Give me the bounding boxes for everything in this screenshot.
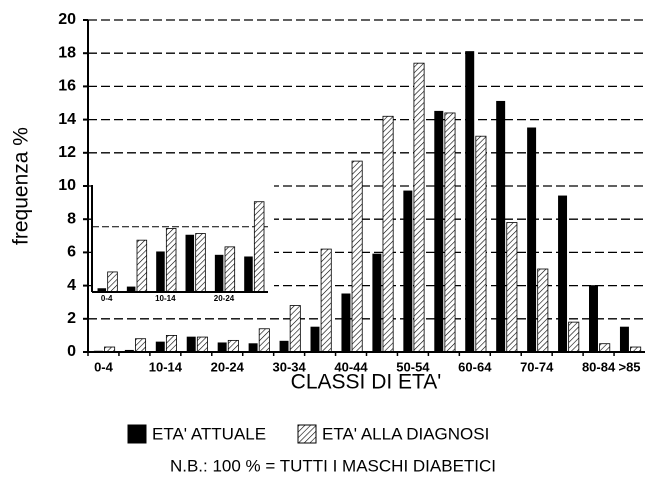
bar <box>217 342 227 353</box>
bar <box>224 246 236 293</box>
bar <box>372 253 382 353</box>
x-tick-label: 0-4 <box>101 294 113 303</box>
x-tick-label: >85 <box>618 359 640 374</box>
legend-label: ETA' ATTUALE <box>152 424 266 443</box>
bar <box>558 195 568 353</box>
bar <box>185 234 195 293</box>
bar <box>599 343 611 353</box>
bar <box>465 51 475 353</box>
y-tick-label: 16 <box>58 78 76 95</box>
bar <box>155 341 165 353</box>
bar <box>310 326 320 353</box>
x-axis-label: CLASSI DI ETA' <box>291 371 442 394</box>
bar <box>195 233 206 293</box>
y-tick-label: 12 <box>58 144 76 161</box>
x-tick-label: 20-24 <box>211 359 245 374</box>
bar <box>279 340 289 353</box>
legend-label: ETA' ALLA DIAGNOSI <box>322 424 489 443</box>
bar <box>341 293 351 353</box>
y-tick-label: 6 <box>67 244 76 261</box>
bar <box>186 336 196 353</box>
bar <box>165 228 177 293</box>
bar <box>403 190 413 353</box>
bar <box>568 321 580 353</box>
bar <box>619 326 629 353</box>
y-tick-label: 2 <box>67 310 76 327</box>
bar <box>248 343 258 353</box>
inset-background <box>92 185 274 292</box>
bar <box>136 239 148 293</box>
x-tick-label: 0-4 <box>94 359 114 374</box>
bar <box>135 338 147 353</box>
bar <box>589 285 598 353</box>
bar <box>156 251 165 293</box>
bar <box>107 271 118 293</box>
bar <box>444 112 456 353</box>
footnote: N.B.: 100 % = TUTTI I MASCHI DIABETICI <box>170 456 496 475</box>
bar <box>227 339 239 353</box>
bar <box>506 222 518 353</box>
y-tick-label: 0 <box>67 343 76 360</box>
bar <box>258 328 270 353</box>
y-tick-label: 20 <box>58 11 76 28</box>
x-tick-label: 60-64 <box>458 359 492 374</box>
bar <box>351 160 363 353</box>
bar <box>214 254 224 293</box>
bar <box>320 248 332 353</box>
bar <box>496 100 506 353</box>
bar <box>537 268 549 353</box>
y-tick-label: 4 <box>67 277 76 294</box>
bar <box>165 334 177 353</box>
bar <box>244 256 253 293</box>
x-tick-label: 30-34 <box>273 359 307 374</box>
x-tick-label: 10-14 <box>149 359 183 374</box>
bar <box>413 62 425 353</box>
y-tick-label: 10 <box>58 177 76 194</box>
y-axis-label: frequenza % <box>10 127 33 245</box>
x-tick-label: 70-74 <box>520 359 554 374</box>
bar <box>196 336 208 353</box>
x-tick-label: 10-14 <box>155 294 176 303</box>
bar <box>382 115 394 353</box>
bar <box>527 127 537 353</box>
bar <box>475 135 487 353</box>
x-tick-label: 80-84 <box>582 359 616 374</box>
bar <box>434 110 444 353</box>
bar <box>289 305 301 353</box>
y-tick-label: 18 <box>58 44 76 61</box>
y-tick-label: 14 <box>58 111 76 128</box>
bar <box>253 201 265 293</box>
legend-swatch <box>127 424 147 444</box>
x-tick-label: 40-44 <box>334 359 368 374</box>
legend-swatch <box>297 424 317 444</box>
y-tick-label: 8 <box>67 210 76 227</box>
x-tick-label: 50-54 <box>396 359 430 374</box>
x-tick-label: 20-24 <box>214 294 235 303</box>
